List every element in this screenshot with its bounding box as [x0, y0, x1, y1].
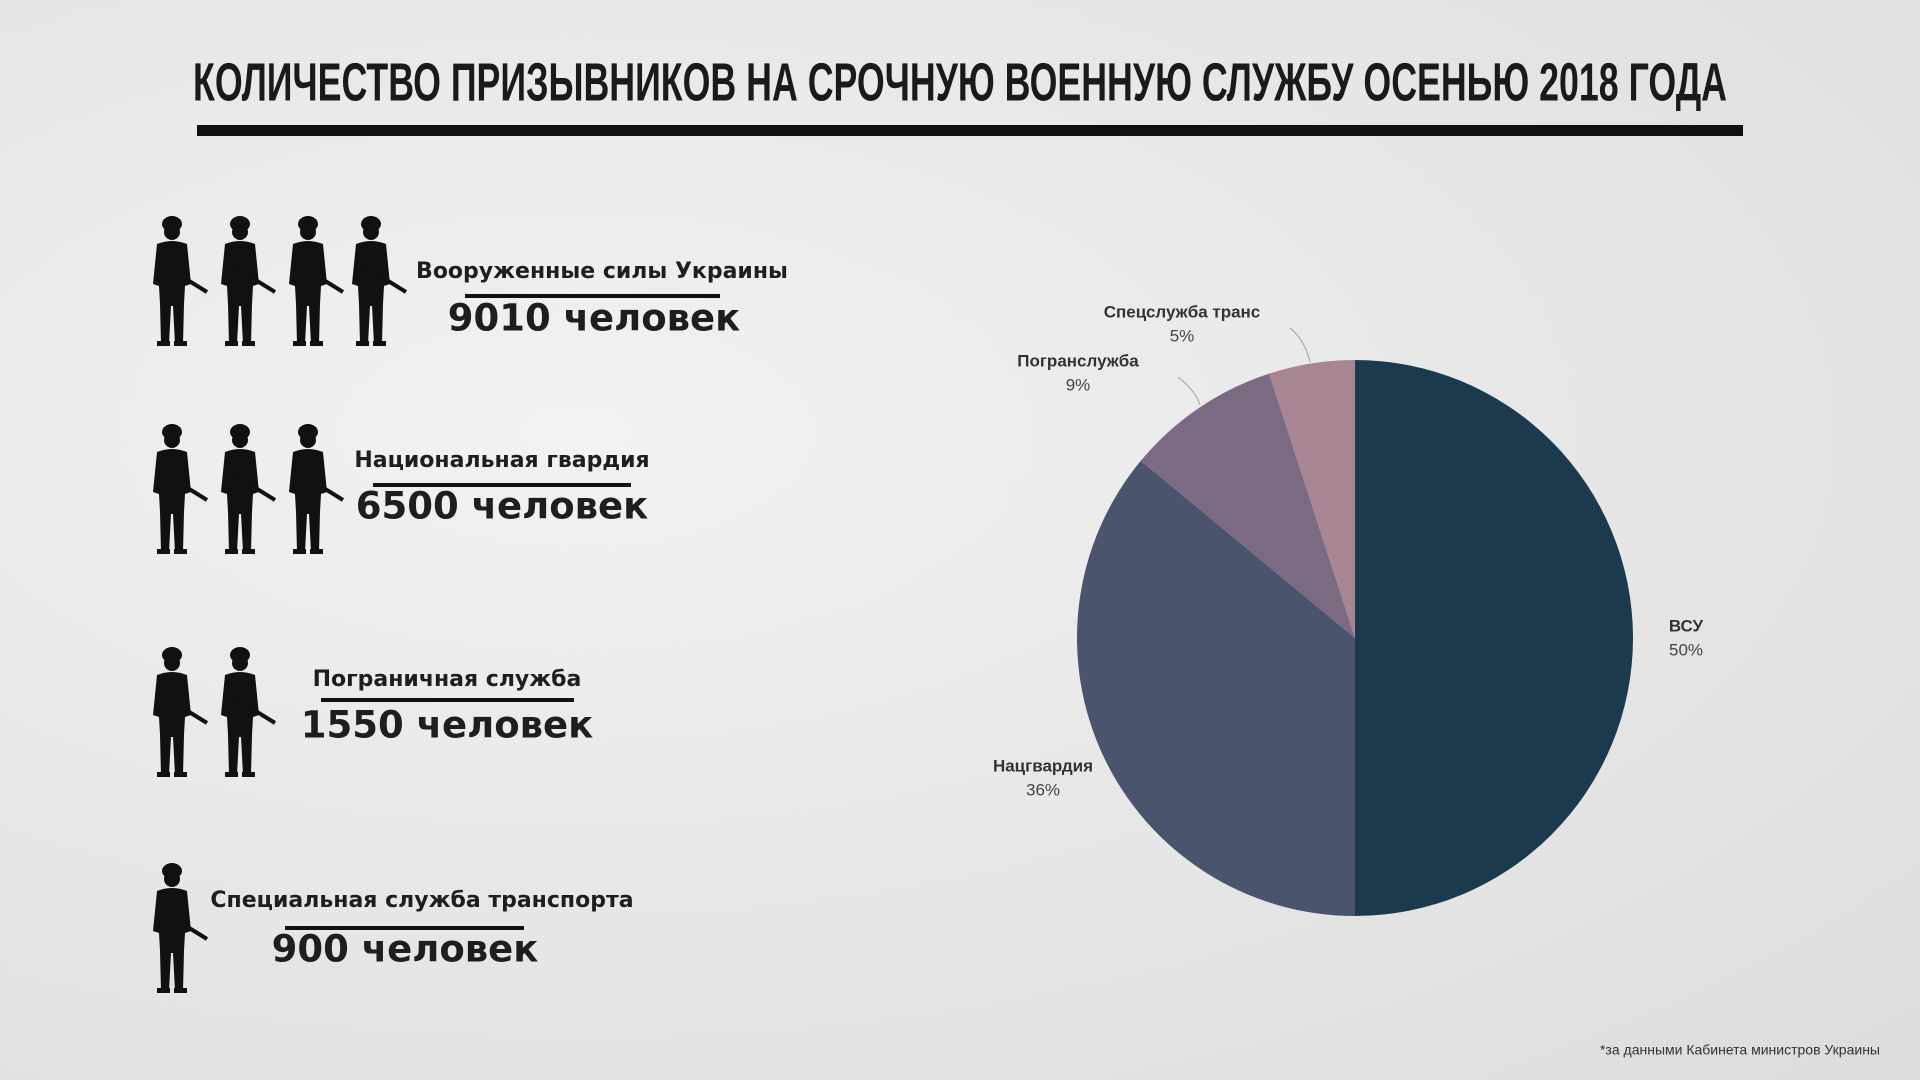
soldier-icon — [219, 645, 277, 779]
item: Специальная служба транспорта 900 челове… — [151, 861, 634, 995]
item-underline — [285, 926, 524, 930]
title: КОЛИЧЕСТВО ПРИЗЫВНИКОВ НА СРОЧНУЮ ВОЕННУ… — [193, 52, 1727, 112]
pie-chart: ВСУ 50% Нацгвардия 36% Погранслужба 9% Спецслу… — [993, 302, 1704, 916]
item-name: Пограничная служба — [313, 667, 582, 692]
pie-slice — [1077, 460, 1355, 916]
pie-slice — [1355, 360, 1633, 916]
item-name: Специальная служба транспорта — [210, 888, 633, 913]
slice-label: Погранслужба — [1017, 351, 1139, 370]
item-count: 1550 человек — [301, 704, 594, 747]
soldier-icon — [219, 214, 277, 348]
slice-label: Спецслужба транс — [1104, 302, 1261, 321]
soldier-icon — [350, 214, 408, 348]
pie-slice — [1140, 373, 1355, 638]
slice-value: 9% — [1066, 375, 1091, 394]
item-underline — [321, 698, 574, 702]
item: Национальная гвардия 6500 человек — [151, 422, 650, 556]
leader-line — [1177, 376, 1201, 406]
slice-value: 5% — [1170, 326, 1195, 345]
slice-value: 50% — [1669, 640, 1703, 659]
soldier-icon — [287, 422, 345, 556]
item-name: Вооруженные силы Украины — [416, 259, 788, 284]
item-count: 6500 человек — [356, 485, 649, 528]
item-name: Национальная гвардия — [354, 448, 649, 473]
slice-label: ВСУ — [1669, 616, 1704, 635]
item-underline — [465, 294, 720, 298]
footnote: *за данными Кабинета министров Украины — [1600, 1042, 1880, 1058]
pie-slice — [1269, 360, 1355, 638]
item-count: 900 человек — [272, 928, 539, 971]
soldier-icon — [151, 861, 209, 995]
item: Вооруженные силы Украины 9010 человек — [151, 214, 788, 348]
soldier-icon — [151, 422, 209, 556]
soldier-icon — [151, 214, 209, 348]
leader-line — [1289, 327, 1311, 363]
item: Пограничная служба 1550 человек — [151, 645, 594, 779]
title-underline — [197, 125, 1743, 136]
soldier-icon — [219, 422, 277, 556]
soldier-icon — [151, 645, 209, 779]
item-count: 9010 человек — [448, 297, 741, 340]
soldier-icon — [287, 214, 345, 348]
item-underline — [373, 483, 631, 487]
slice-value: 36% — [1026, 780, 1060, 799]
slice-label: Нацгвардия — [993, 756, 1093, 775]
